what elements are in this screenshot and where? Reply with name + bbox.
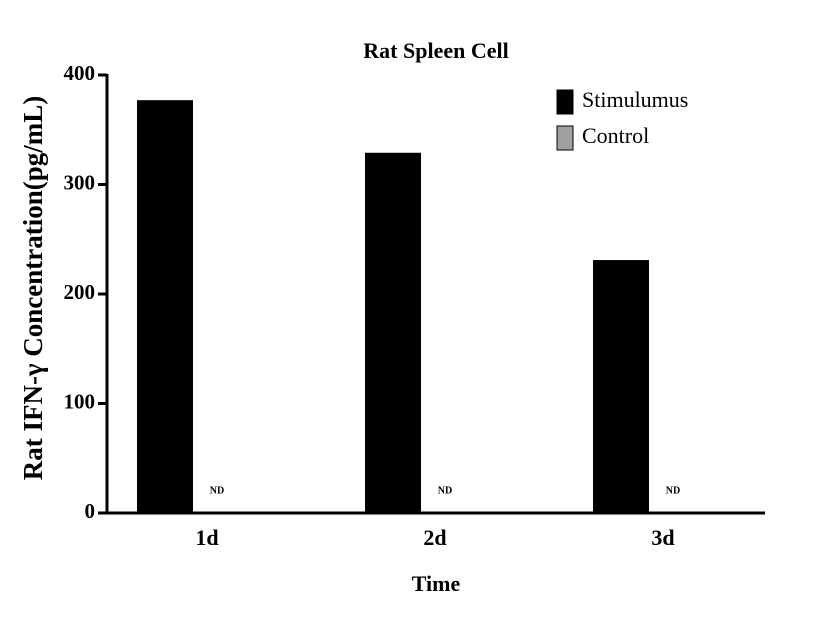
value-label: ND bbox=[438, 485, 452, 496]
y-tick-label: 400 bbox=[64, 61, 96, 85]
y-tick-label: 300 bbox=[64, 170, 96, 194]
y-tick-label: 200 bbox=[64, 280, 96, 304]
legend-label: Stimulumus bbox=[582, 87, 688, 112]
bar bbox=[365, 152, 421, 513]
bar bbox=[593, 260, 649, 513]
value-label: ND bbox=[666, 485, 680, 496]
x-axis-title: Time bbox=[412, 571, 461, 596]
legend-label: Control bbox=[582, 123, 649, 148]
x-tick-label: 3d bbox=[651, 525, 674, 550]
x-tick-label: 1d bbox=[195, 525, 218, 550]
bar bbox=[137, 100, 193, 513]
y-axis-title: Rat IFN-γ Concentration(pg/mL) bbox=[18, 96, 48, 481]
legend-swatch bbox=[556, 125, 574, 151]
value-label: ND bbox=[210, 485, 224, 496]
x-tick-label: 2d bbox=[423, 525, 446, 550]
chart-title: Rat Spleen Cell bbox=[363, 38, 508, 63]
y-tick-label: 0 bbox=[85, 499, 96, 523]
legend-swatch bbox=[556, 89, 574, 115]
y-tick-label: 100 bbox=[64, 389, 96, 413]
